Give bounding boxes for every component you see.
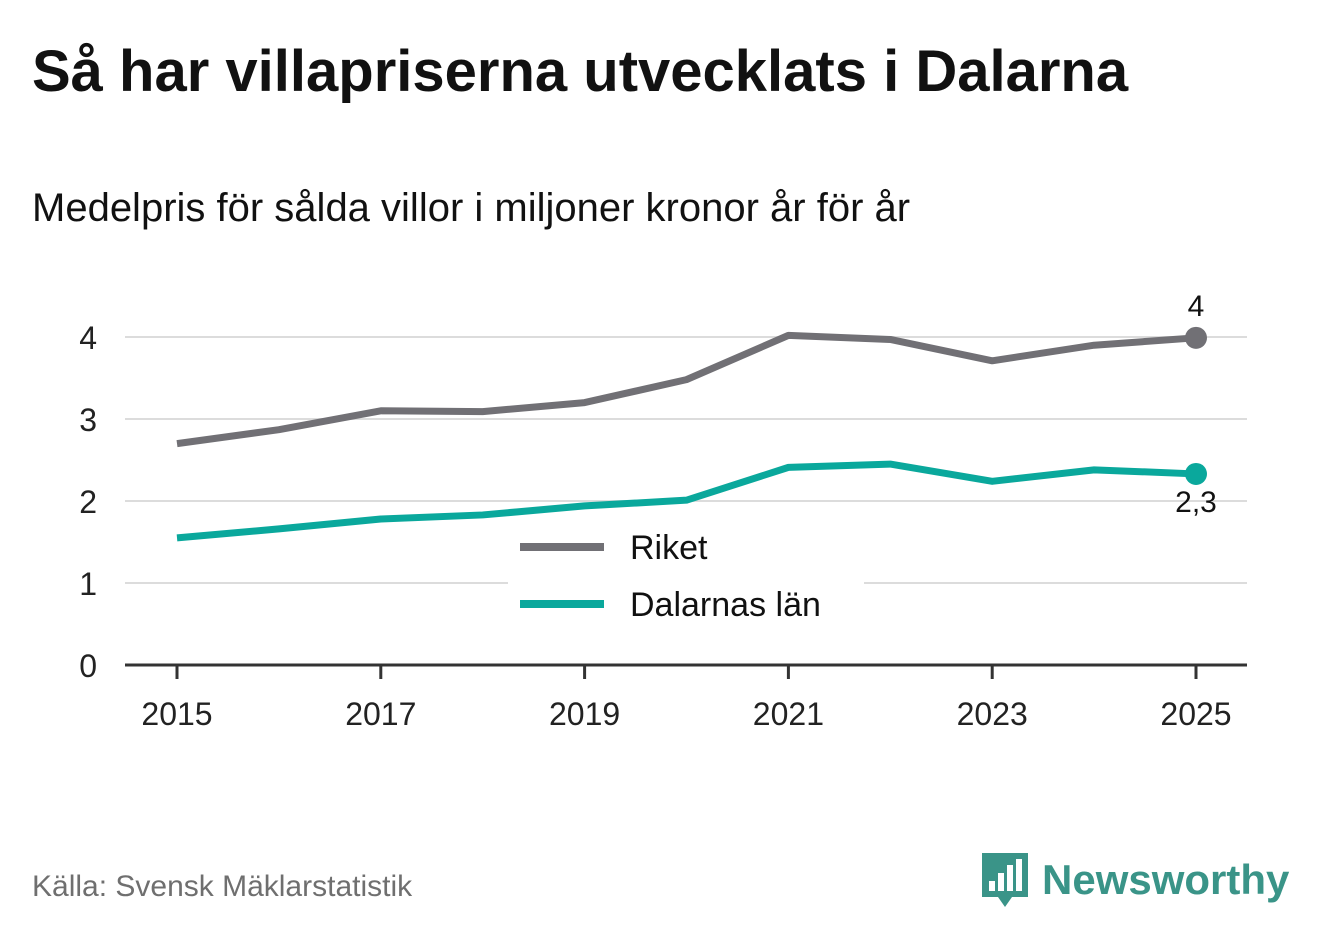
x-tick-label-2025: 2025 xyxy=(1160,696,1231,732)
legend-label-0: Riket xyxy=(630,529,708,567)
x-tick-label-2017: 2017 xyxy=(345,696,416,732)
y-tick-label-2: 2 xyxy=(79,484,97,520)
series-end-point-0 xyxy=(1185,326,1207,349)
x-tick-label-2019: 2019 xyxy=(549,696,620,732)
y-tick-label-0: 0 xyxy=(79,648,97,684)
series-end-label-0: 4 xyxy=(1188,290,1205,323)
series-end-label-1: 2,3 xyxy=(1175,486,1217,519)
y-tick-label-4: 4 xyxy=(79,320,97,356)
legend-label-1: Dalarnas län xyxy=(630,586,821,624)
legend-background xyxy=(508,522,864,634)
chart-subtitle: Medelpris för sålda villor i miljoner kr… xyxy=(32,186,911,230)
series-end-point-1 xyxy=(1185,462,1207,485)
chart-title: Så har villapriserna utvecklats i Dalarn… xyxy=(32,39,1129,104)
x-tick-label-2023: 2023 xyxy=(957,696,1028,732)
series-line-1 xyxy=(176,460,1197,542)
x-tick-label-2021: 2021 xyxy=(753,696,824,732)
series-line-0 xyxy=(176,331,1197,448)
newsworthy-logo-icon xyxy=(982,853,1028,907)
brand-logo: Newsworthy xyxy=(980,850,1289,910)
source-note: Källa: Svensk Mäklarstatistik xyxy=(32,870,413,903)
y-tick-label-1: 1 xyxy=(79,566,97,602)
x-tick-label-2015: 2015 xyxy=(141,696,212,732)
y-tick-label-3: 3 xyxy=(79,402,97,438)
brand-name: Newsworthy xyxy=(1042,856,1290,903)
